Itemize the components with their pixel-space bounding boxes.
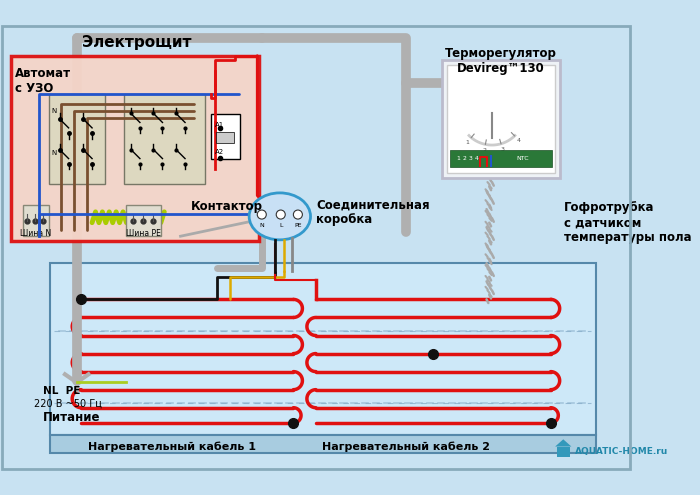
Text: 3: 3 (500, 148, 505, 152)
Polygon shape (555, 440, 571, 446)
Text: Шина N: Шина N (20, 229, 52, 238)
Text: Нагревательный кабель 2: Нагревательный кабель 2 (322, 441, 490, 452)
Text: 1 2 3 4: 1 2 3 4 (457, 156, 479, 161)
Text: Гофротрубка
с датчиком
температуры пола: Гофротрубка с датчиком температуры пола (564, 201, 692, 244)
Text: Контактор: Контактор (191, 200, 263, 213)
Text: AQUATIC-HOME.ru: AQUATIC-HOME.ru (575, 447, 668, 456)
Text: N: N (52, 108, 57, 114)
Circle shape (293, 210, 302, 219)
Text: 1: 1 (466, 140, 469, 145)
Text: PE: PE (294, 223, 302, 228)
Text: N: N (260, 223, 264, 228)
Circle shape (258, 210, 266, 219)
Text: 220 В ~50 Гц: 220 В ~50 Гц (34, 399, 102, 409)
Text: Автомат
с УЗО: Автомат с УЗО (15, 66, 71, 95)
Text: 2: 2 (482, 148, 486, 153)
Text: Питание: Питание (43, 411, 101, 424)
Bar (49, 94, 105, 184)
Bar (124, 94, 205, 184)
Polygon shape (50, 263, 596, 435)
Text: Соединительная
коробка: Соединительная коробка (316, 198, 430, 226)
Text: Электрощит: Электрощит (83, 35, 192, 50)
Text: A2: A2 (215, 149, 224, 155)
Bar (24, 204, 49, 236)
Bar (216, 132, 234, 143)
Text: NL  PE: NL PE (43, 386, 80, 396)
Bar (211, 114, 240, 159)
Bar (447, 65, 555, 173)
Ellipse shape (249, 193, 311, 240)
Bar (557, 446, 570, 457)
Text: NTC: NTC (517, 156, 529, 161)
Text: A1: A1 (215, 122, 224, 128)
Text: 4: 4 (517, 138, 521, 143)
Circle shape (276, 210, 285, 219)
Polygon shape (50, 435, 596, 453)
Text: Нагревательный кабель 1: Нагревательный кабель 1 (88, 441, 256, 452)
Text: L: L (279, 223, 283, 228)
Bar (442, 60, 560, 178)
Bar (127, 204, 161, 236)
Text: N: N (52, 150, 57, 156)
Bar (449, 150, 552, 167)
Text: Терморегулятор
Devireg™130: Терморегулятор Devireg™130 (445, 47, 557, 75)
Bar (10, 55, 259, 241)
Text: Шина PE: Шина PE (126, 229, 161, 238)
